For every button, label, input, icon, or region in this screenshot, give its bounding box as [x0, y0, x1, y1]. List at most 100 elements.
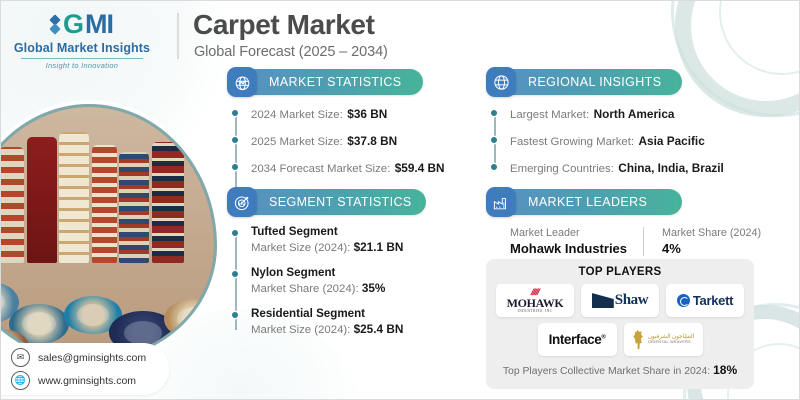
item-sub-value: $21.1 BN: [353, 240, 404, 254]
target-chart-icon: [227, 187, 257, 217]
list-item: 2034 Forecast Market Size: $59.4 BN: [231, 159, 445, 177]
top-players-footer: Top Players Collective Market Share in 2…: [496, 363, 744, 377]
item-heading: Residential Segment: [251, 307, 366, 320]
horse-icon: [633, 330, 643, 349]
logo-letters-mi: MI: [85, 8, 114, 39]
tarkett-mark-icon: [676, 294, 690, 307]
item-label: 2034 Forecast Market Size:: [251, 163, 391, 175]
section-market-leaders: MARKET LEADERS Market Leader Mohawk Indu…: [486, 187, 777, 256]
item-value: $37.8 BN: [347, 134, 398, 148]
logo-divider: [21, 58, 143, 59]
segment-statistics-label: SEGMENT STATISTICS: [269, 195, 412, 209]
top-players-title: TOP PLAYERS: [578, 266, 662, 278]
item-label: Fastest Growing Market:: [510, 136, 635, 148]
page-subtitle: Global Forecast (2025 – 2034): [194, 44, 388, 60]
globe-icon: 🌐: [11, 371, 30, 390]
market-leaders-body: Market Leader Mohawk Industries Market S…: [488, 227, 777, 256]
item-sub-value: 35%: [361, 281, 386, 295]
item-heading: Nylon Segment: [251, 266, 336, 279]
item-label: Largest Market:: [510, 109, 590, 121]
item-sub: Market Size (2024): $25.4 BN: [251, 322, 426, 336]
segment-statistics-pill: SEGMENT STATISTICS: [227, 187, 426, 217]
item-value: North America: [593, 107, 675, 121]
top-players-footer-value: 18%: [713, 363, 738, 377]
market-share-caption: Market Share (2024): [662, 227, 762, 239]
player-logo-interface[interactable]: Interface®: [537, 323, 617, 356]
player-name-arabic: النسّاجون الشرقيون: [647, 334, 695, 341]
regional-insights-pill: REGIONAL INSIGHTS: [486, 67, 682, 97]
market-statistics-label: MARKET STATISTICS: [269, 75, 402, 89]
segment-statistics-list: Tufted Segment Market Size (2024): $21.1…: [229, 225, 426, 336]
section-regional-insights: REGIONAL INSIGHTS Largest Market: North …: [486, 67, 724, 186]
item-value: $36 BN: [347, 107, 388, 121]
market-leader-value: Mohawk Industries: [510, 241, 628, 256]
logo-tagline: Insight to Innovation: [45, 61, 119, 70]
list-item: Tufted Segment Market Size (2024): $21.1…: [231, 225, 426, 254]
regional-insights-label: REGIONAL INSIGHTS: [528, 75, 662, 89]
item-sub-value: $25.4 BN: [353, 322, 404, 336]
page-title: Carpet Market: [193, 9, 375, 40]
player-subname: INDUSTRIES, INC: [517, 308, 553, 313]
logo-wordmark: G MI: [7, 9, 157, 39]
list-item: Nylon Segment Market Share (2024): 35%: [231, 266, 426, 295]
item-label: Emerging Countries:: [510, 163, 614, 175]
player-logo-oriental-weavers[interactable]: النسّاجون الشرقيون ORIENTAL WEAVERS: [623, 323, 703, 356]
list-item: 2025 Market Size: $37.8 BN: [231, 132, 445, 150]
carpet-photo: [1, 104, 217, 362]
market-leader-column: Market Leader Mohawk Industries: [510, 227, 643, 256]
list-item: Emerging Countries: China, India, Brazil: [490, 159, 724, 177]
list-item: Largest Market: North America: [490, 105, 724, 123]
list-item: Residential Segment Market Size (2024): …: [231, 307, 426, 336]
item-sub-label: Market Size (2024):: [251, 242, 351, 254]
item-label: 2024 Market Size:: [251, 109, 343, 121]
decorative-ring-top-right-inner: [719, 1, 799, 75]
item-sub-label: Market Share (2024):: [251, 283, 359, 295]
shaw-mark-icon: [591, 293, 614, 308]
player-name: Interface: [548, 332, 602, 347]
item-sub: Market Size (2024): $21.1 BN: [251, 240, 426, 254]
regional-insights-list: Largest Market: North America Fastest Gr…: [488, 105, 724, 177]
gmi-logo: G MI Global Market Insights Insight to I…: [7, 9, 157, 75]
player-logo-shaw[interactable]: Shaw: [581, 284, 659, 317]
item-value: China, India, Brazil: [618, 161, 724, 175]
logo-letter-g: G: [62, 8, 84, 39]
carpet-photo-content: [1, 107, 214, 359]
contact-website: www.gminsights.com: [38, 374, 137, 387]
top-players-footer-label: Top Players Collective Market Share in 2…: [502, 366, 711, 377]
market-leader-caption: Market Leader: [510, 227, 580, 239]
item-value: Asia Pacific: [638, 134, 705, 148]
item-heading: Tufted Segment: [251, 225, 338, 238]
player-name-english: ORIENTAL WEAVERS: [647, 340, 691, 345]
market-leaders-pill: MARKET LEADERS: [486, 187, 682, 217]
player-logo-tarkett[interactable]: Tarkett: [666, 284, 744, 317]
top-players-row-1: ///// MOHAWK INDUSTRIES, INC Shaw Tarket…: [496, 284, 744, 317]
item-sub-label: Market Size (2024):: [251, 324, 351, 336]
top-players-card: TOP PLAYERS ///// MOHAWK INDUSTRIES, INC…: [486, 259, 754, 389]
contact-email: sales@gminsights.com: [38, 351, 147, 364]
contact-bar: ✉ sales@gminsights.com 🌐 www.gminsights.…: [1, 343, 169, 395]
section-segment-statistics: SEGMENT STATISTICS Tufted Segment Market…: [227, 187, 426, 345]
logo-company-name: Global Market Insights: [13, 41, 151, 55]
market-statistics-pill: MARKET STATISTICS: [227, 67, 423, 97]
player-name: Tarkett: [692, 293, 734, 308]
item-value: $59.4 BN: [394, 161, 445, 175]
envelope-icon: ✉: [11, 348, 30, 367]
top-players-row-2: Interface® النسّاجون الشرقيون ORIENTAL W…: [496, 323, 744, 356]
logo-diamond-icon: [49, 13, 61, 35]
market-leaders-label: MARKET LEADERS: [528, 195, 648, 209]
player-logo-mohawk[interactable]: ///// MOHAWK INDUSTRIES, INC: [496, 284, 574, 317]
contact-website-row[interactable]: 🌐 www.gminsights.com: [11, 371, 169, 390]
list-item: Fastest Growing Market: Asia Pacific: [490, 132, 724, 150]
globe-icon: [486, 67, 516, 97]
market-share-column: Market Share (2024) 4%: [643, 227, 777, 256]
player-name: Shaw: [614, 292, 649, 308]
contact-email-row[interactable]: ✉ sales@gminsights.com: [11, 348, 169, 367]
title-divider: [177, 13, 179, 59]
player-name: MOHAWK: [506, 295, 564, 310]
market-share-value: 4%: [662, 241, 681, 256]
item-sub: Market Share (2024): 35%: [251, 281, 426, 295]
item-label: 2025 Market Size:: [251, 136, 343, 148]
factory-icon: [486, 187, 516, 217]
list-item: 2024 Market Size: $36 BN: [231, 105, 445, 123]
